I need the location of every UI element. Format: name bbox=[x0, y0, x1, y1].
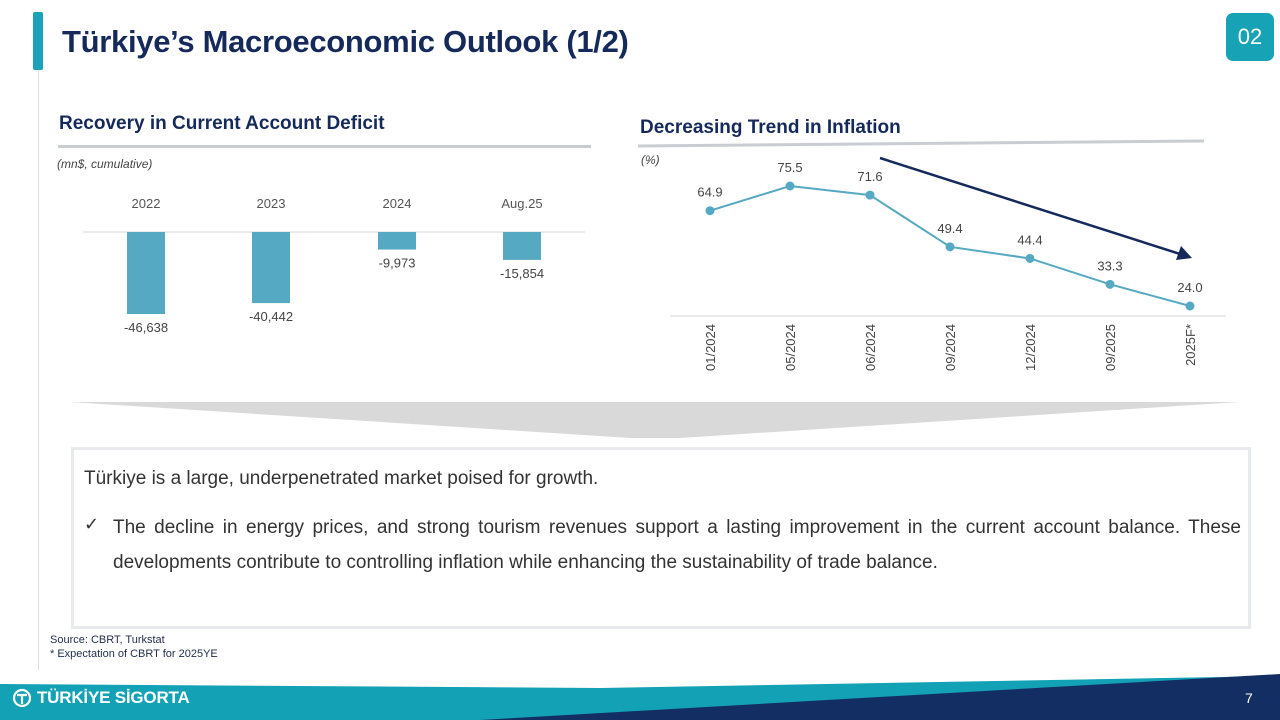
inflation-value-label: 24.0 bbox=[1177, 280, 1202, 295]
inflation-unit: (%) bbox=[641, 153, 660, 167]
inflation-category-label: 05/2024 bbox=[783, 324, 798, 371]
bar-aug25 bbox=[503, 232, 541, 260]
bar-2022 bbox=[127, 232, 165, 314]
left-divider-line bbox=[38, 70, 39, 670]
trend-arrow-line bbox=[879, 156, 1181, 256]
company-logo: TÜRKİYE SİGORTA bbox=[12, 688, 190, 708]
bar-value-label: -46,638 bbox=[124, 320, 168, 335]
bar-category-label: 2023 bbox=[257, 196, 286, 211]
inflation-category-label: 06/2024 bbox=[863, 324, 878, 371]
inflation-title-rule bbox=[637, 139, 1205, 148]
current-account-title-rule bbox=[58, 145, 591, 148]
section-badge: 02 bbox=[1226, 13, 1274, 61]
trend-arrow-head-icon bbox=[1176, 246, 1192, 260]
bar-value-label: -15,854 bbox=[500, 266, 544, 281]
bar-value-label: -9,973 bbox=[379, 256, 416, 271]
inflation-chart-title: Decreasing Trend in Inflation bbox=[640, 117, 901, 138]
source-note: Source: CBRT, Turkstat * Expectation of … bbox=[50, 633, 218, 661]
inflation-category-label: 09/2025 bbox=[1103, 324, 1118, 371]
summary-box: Türkiye is a large, underpenetrated mark… bbox=[71, 447, 1251, 629]
summary-bullet: The decline in energy prices, and strong… bbox=[113, 517, 1241, 573]
inflation-point bbox=[1105, 279, 1115, 289]
inflation-category-label: 12/2024 bbox=[1023, 324, 1038, 371]
funnel-separator bbox=[70, 402, 1240, 438]
inflation-value-label: 49.4 bbox=[937, 221, 962, 236]
bar-2024 bbox=[378, 232, 416, 250]
source-line: Source: CBRT, Turkstat bbox=[50, 634, 165, 646]
current-account-bar-chart: 2022 -46,638 2023 -40,442 2024 -9,973 Aug.25 -1… bbox=[83, 196, 585, 335]
inflation-value-label: 71.6 bbox=[857, 169, 882, 184]
bar-category-label: 2024 bbox=[383, 196, 412, 211]
bar-category-label: 2022 bbox=[132, 196, 161, 211]
inflation-value-label: 44.4 bbox=[1017, 232, 1042, 247]
inflation-category-label: 2025F* bbox=[1183, 324, 1198, 366]
inflation-point bbox=[785, 181, 795, 191]
summary-intro: Türkiye is a large, underpenetrated mark… bbox=[84, 468, 599, 489]
inflation-value-label: 33.3 bbox=[1097, 258, 1122, 273]
logo-text: TÜRKİYE SİGORTA bbox=[37, 688, 190, 707]
page-number: 7 bbox=[1245, 690, 1253, 706]
inflation-value-label: 75.5 bbox=[777, 160, 802, 175]
inflation-point bbox=[865, 190, 875, 200]
inflation-value-label: 64.9 bbox=[697, 185, 722, 200]
page-title: Türkiye’s Macroeconomic Outlook (1/2) bbox=[62, 24, 629, 59]
inflation-point bbox=[1185, 301, 1195, 311]
inflation-point bbox=[1025, 253, 1035, 263]
inflation-point bbox=[705, 206, 715, 216]
bar-value-label: -40,442 bbox=[249, 309, 293, 324]
bar-2023 bbox=[252, 232, 290, 304]
current-account-unit: (mn$, cumulative) bbox=[57, 157, 153, 171]
check-icon: ✓ bbox=[84, 514, 100, 534]
footnote-line: * Expectation of CBRT for 2025YE bbox=[50, 648, 218, 660]
inflation-category-label: 01/2024 bbox=[703, 324, 718, 371]
inflation-line-chart: 64.9 01/2024 75.5 05/2024 71.6 06/2024 49.4 09/… bbox=[670, 156, 1226, 371]
footer-band bbox=[0, 674, 1280, 720]
logo-mark-icon bbox=[12, 688, 32, 708]
inflation-category-label: 09/2024 bbox=[943, 324, 958, 371]
bar-category-label: Aug.25 bbox=[501, 196, 542, 211]
inflation-point bbox=[945, 242, 955, 252]
current-account-chart-title: Recovery in Current Account Deficit bbox=[59, 113, 385, 134]
title-accent-bar bbox=[33, 12, 43, 70]
